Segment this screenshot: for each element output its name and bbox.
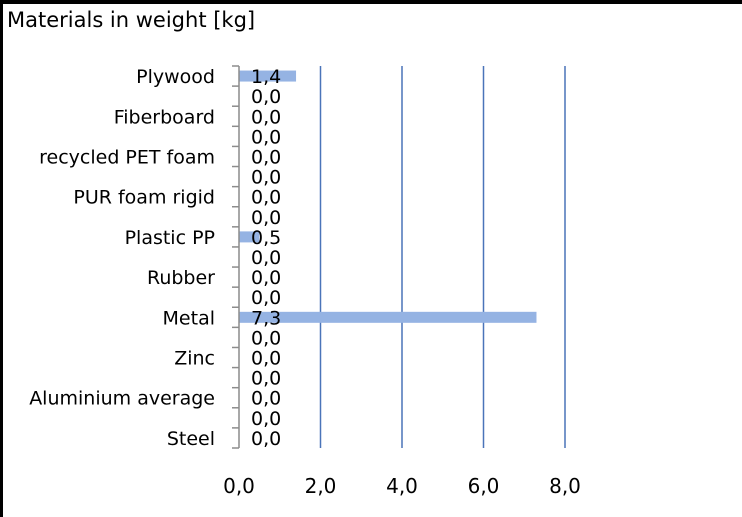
category-label: Aluminium average (29, 388, 215, 410)
data-label: 0,0 (251, 126, 281, 148)
bar (239, 70, 297, 82)
y-axis (232, 65, 240, 449)
x-tick-label: 8,0 (549, 474, 581, 498)
category-label: Plywood (136, 66, 215, 88)
data-label: 0,0 (251, 207, 281, 229)
data-label: 0,0 (251, 146, 281, 168)
category-label: Rubber (147, 267, 215, 289)
chart-title: Materials in weight [kg] (7, 8, 256, 32)
x-tick-label: 6,0 (468, 474, 500, 498)
data-label: 0,0 (251, 368, 281, 390)
data-label: 0,0 (251, 187, 281, 209)
data-label: 0,0 (251, 247, 281, 269)
bar (239, 231, 260, 243)
x-tick-label: 2,0 (305, 474, 337, 498)
data-label: 0,0 (251, 408, 281, 430)
category-label: Fiberboard (114, 106, 215, 128)
labels: 0,0 2,0 4,0 6,0 8,01,4Plywood0,00,0Fiberboar… (29, 66, 581, 498)
category-label: PUR foam rigid (73, 187, 215, 209)
category-label: Steel (167, 428, 215, 450)
data-label: 0,0 (251, 267, 281, 289)
category-label: Metal (163, 307, 215, 329)
data-label: 0,0 (251, 327, 281, 349)
data-label: 0,5 (251, 227, 281, 249)
data-label: 0,0 (251, 428, 281, 450)
data-label: 7,3 (251, 307, 281, 329)
category-label: Plastic PP (125, 227, 215, 249)
x-tick-label: 4,0 (386, 474, 418, 498)
category-label: Zinc (174, 348, 215, 370)
data-label: 0,0 (251, 287, 281, 309)
data-label: 0,0 (251, 388, 281, 410)
data-label: 0,0 (251, 106, 281, 128)
category-label: recycled PET foam (39, 146, 215, 168)
data-label: 0,0 (251, 348, 281, 370)
data-label: 0,0 (251, 167, 281, 189)
x-tick-label: 0,0 (223, 474, 255, 498)
gridlines (319, 66, 566, 448)
data-label: 0,0 (251, 86, 281, 108)
data-label: 1,4 (251, 66, 281, 88)
bars (239, 70, 537, 323)
bar (239, 311, 537, 323)
